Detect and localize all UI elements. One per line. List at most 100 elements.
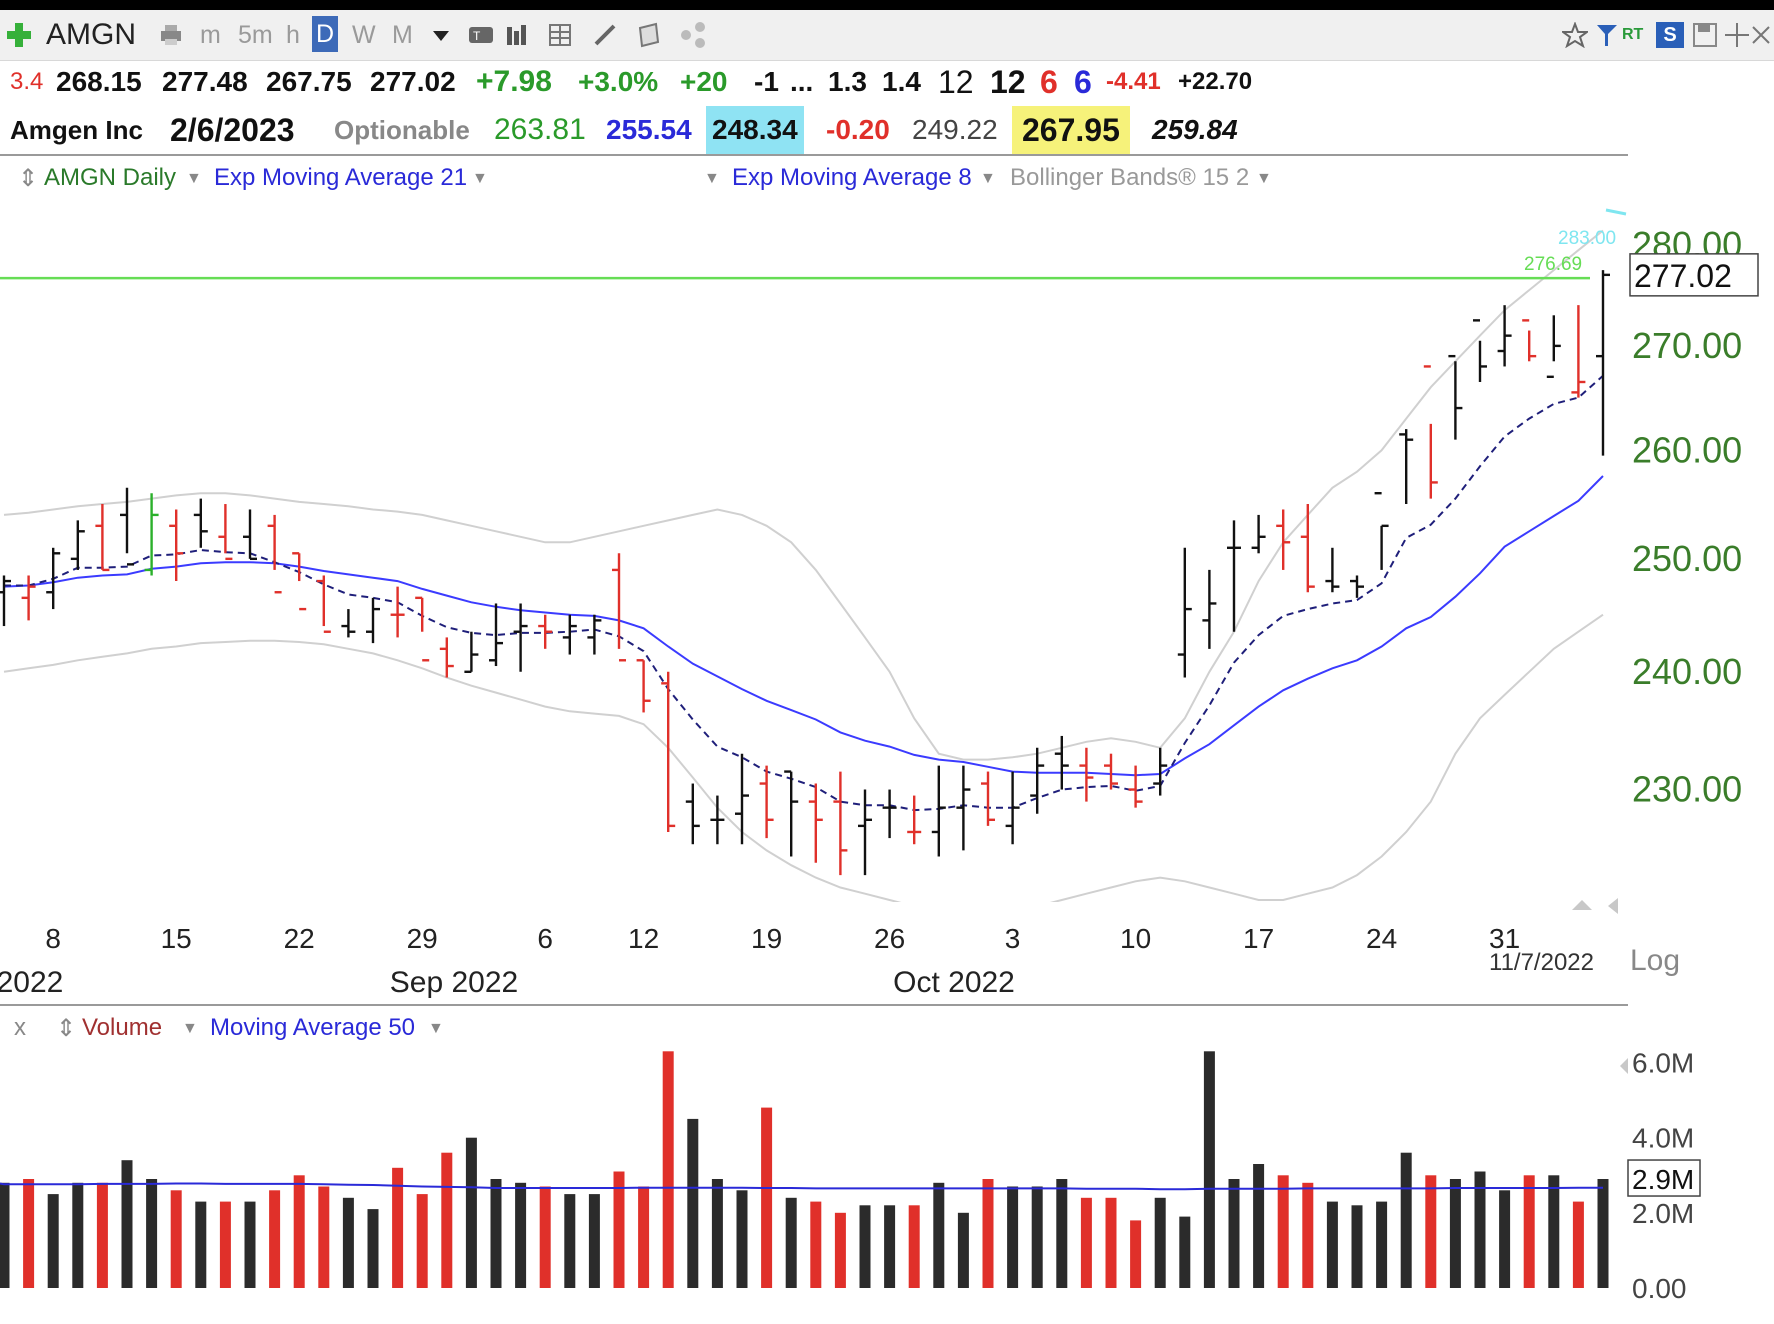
date-axis-tick: 3 — [1005, 923, 1021, 954]
period-daily[interactable]: D — [312, 16, 339, 52]
price-axis-label: 250.00 — [1632, 538, 1742, 579]
volume-ma-legend[interactable]: Moving Average 50 — [210, 1014, 416, 1041]
price-bar — [489, 603, 503, 667]
period-monthly[interactable]: M — [392, 21, 413, 49]
volume-bar — [539, 1186, 551, 1288]
open-price: 268.15 — [56, 66, 142, 97]
price-axis-label: 230.00 — [1632, 769, 1742, 810]
text-tools-icon[interactable]: T — [468, 22, 494, 48]
close-icon[interactable] — [1750, 22, 1772, 48]
date-axis-tick: 17 — [1243, 923, 1274, 954]
quote-value: -4.41 — [1106, 68, 1161, 95]
price-bar — [931, 765, 946, 857]
volume-bar — [1400, 1152, 1412, 1288]
volume-bar — [1253, 1164, 1265, 1288]
price-bar — [1079, 747, 1094, 802]
volume-bar — [1056, 1179, 1068, 1288]
dropdown-icon[interactable]: ▼ — [472, 170, 488, 187]
volume-bar — [1105, 1197, 1117, 1288]
period-dropdown-icon[interactable] — [428, 22, 454, 48]
volume-bar — [146, 1179, 158, 1288]
price-bar — [956, 765, 971, 851]
price-bar — [587, 614, 602, 655]
price-panel-title[interactable]: AMGN Daily — [44, 164, 177, 191]
price-bar — [1005, 771, 1020, 845]
volume-bar — [1130, 1220, 1142, 1288]
price-bar — [1522, 319, 1537, 362]
printer-icon[interactable] — [158, 22, 184, 48]
period-minute[interactable]: m — [200, 21, 221, 49]
volume-bar — [244, 1201, 256, 1288]
volume-bar — [1597, 1179, 1609, 1288]
price-bar — [193, 498, 208, 548]
price-bar — [1177, 547, 1192, 678]
toolbar: AMGN m 5m h D W M T — [0, 10, 1774, 61]
dropdown-icon[interactable]: ▼ — [980, 170, 996, 187]
note-icon[interactable] — [636, 22, 662, 48]
volume-bar — [884, 1205, 896, 1288]
dropdown-icon[interactable]: ▼ — [1256, 170, 1272, 187]
ema8-legend[interactable]: Exp Moving Average 8 — [732, 164, 972, 191]
dropdown-icon[interactable]: ▼ — [182, 1020, 198, 1037]
date-axis-tick: 26 — [874, 923, 905, 954]
date-axis-tick: 22 — [284, 923, 315, 954]
volume-bar — [1277, 1175, 1289, 1288]
volume-bar — [1080, 1197, 1092, 1288]
volume-bar — [1203, 1051, 1215, 1288]
pencil-icon[interactable] — [592, 22, 618, 48]
move-handle-icon[interactable]: ⇕ — [18, 165, 39, 192]
bar-chart-style-icon[interactable] — [504, 22, 530, 48]
price-bar — [1448, 354, 1463, 440]
dropdown-icon[interactable]: ▼ — [428, 1020, 444, 1037]
date-axis-month: Sep 2022 — [390, 966, 518, 999]
symbol-label[interactable]: AMGN — [46, 18, 136, 51]
volume-bar — [1228, 1179, 1240, 1288]
price-bar — [341, 609, 356, 638]
dropdown-icon[interactable]: ▼ — [186, 170, 202, 187]
period-hour[interactable]: h — [286, 21, 300, 49]
quote-value: 12 — [990, 64, 1026, 100]
close-volume-panel-button[interactable]: x — [14, 1014, 26, 1041]
price-bar — [538, 614, 553, 649]
volume-bar — [219, 1201, 231, 1288]
date-axis-tick: 19 — [751, 923, 782, 954]
quote-value: +22.70 — [1178, 68, 1253, 95]
quote-value: 259.84 — [1152, 114, 1238, 145]
crosshair-icon[interactable] — [1724, 22, 1750, 48]
green-plus-icon[interactable] — [6, 22, 32, 48]
period-5-minute[interactable]: 5m — [238, 21, 273, 49]
price-bar — [981, 771, 995, 826]
table-icon[interactable] — [548, 22, 574, 48]
volume-bar — [711, 1179, 723, 1288]
volume-bar — [1007, 1186, 1019, 1288]
dropdown-icon[interactable]: ▼ — [704, 170, 720, 187]
bollinger-legend[interactable]: Bollinger Bands® 15 2 — [1010, 164, 1250, 191]
volume-bar — [859, 1205, 871, 1288]
price-bar — [46, 547, 61, 610]
volume-panel-title[interactable]: Volume — [82, 1014, 163, 1041]
save-icon[interactable] — [1692, 22, 1718, 48]
quote-separator — [0, 154, 1628, 156]
volume-axis-label: 6.0M — [1632, 1048, 1694, 1079]
volume-ma-line — [0, 1182, 1603, 1191]
quote-value: 1.4 — [882, 66, 921, 97]
price-bar — [1227, 520, 1241, 632]
volume-bar — [96, 1182, 108, 1288]
volume-bar — [416, 1194, 428, 1288]
share-icon[interactable] — [680, 22, 706, 48]
flag-icon[interactable] — [1594, 22, 1620, 48]
price-bar — [907, 795, 922, 845]
period-weekly[interactable]: W — [352, 21, 376, 49]
s-icon[interactable]: S — [1656, 22, 1684, 48]
company-name: Amgen Inc — [10, 115, 143, 145]
volume-bar — [1499, 1190, 1511, 1288]
ema21-legend[interactable]: Exp Moving Average 21 — [214, 164, 468, 191]
price-bar — [685, 783, 700, 845]
star-icon[interactable] — [1562, 22, 1588, 48]
move-handle-icon[interactable]: ⇕ — [56, 1015, 77, 1042]
price-axis-label: 270.00 — [1632, 325, 1742, 366]
price-axis-label: 260.00 — [1632, 429, 1742, 470]
percent-change: +3.0% — [578, 66, 659, 97]
rt-icon[interactable]: RT — [1622, 26, 1644, 43]
